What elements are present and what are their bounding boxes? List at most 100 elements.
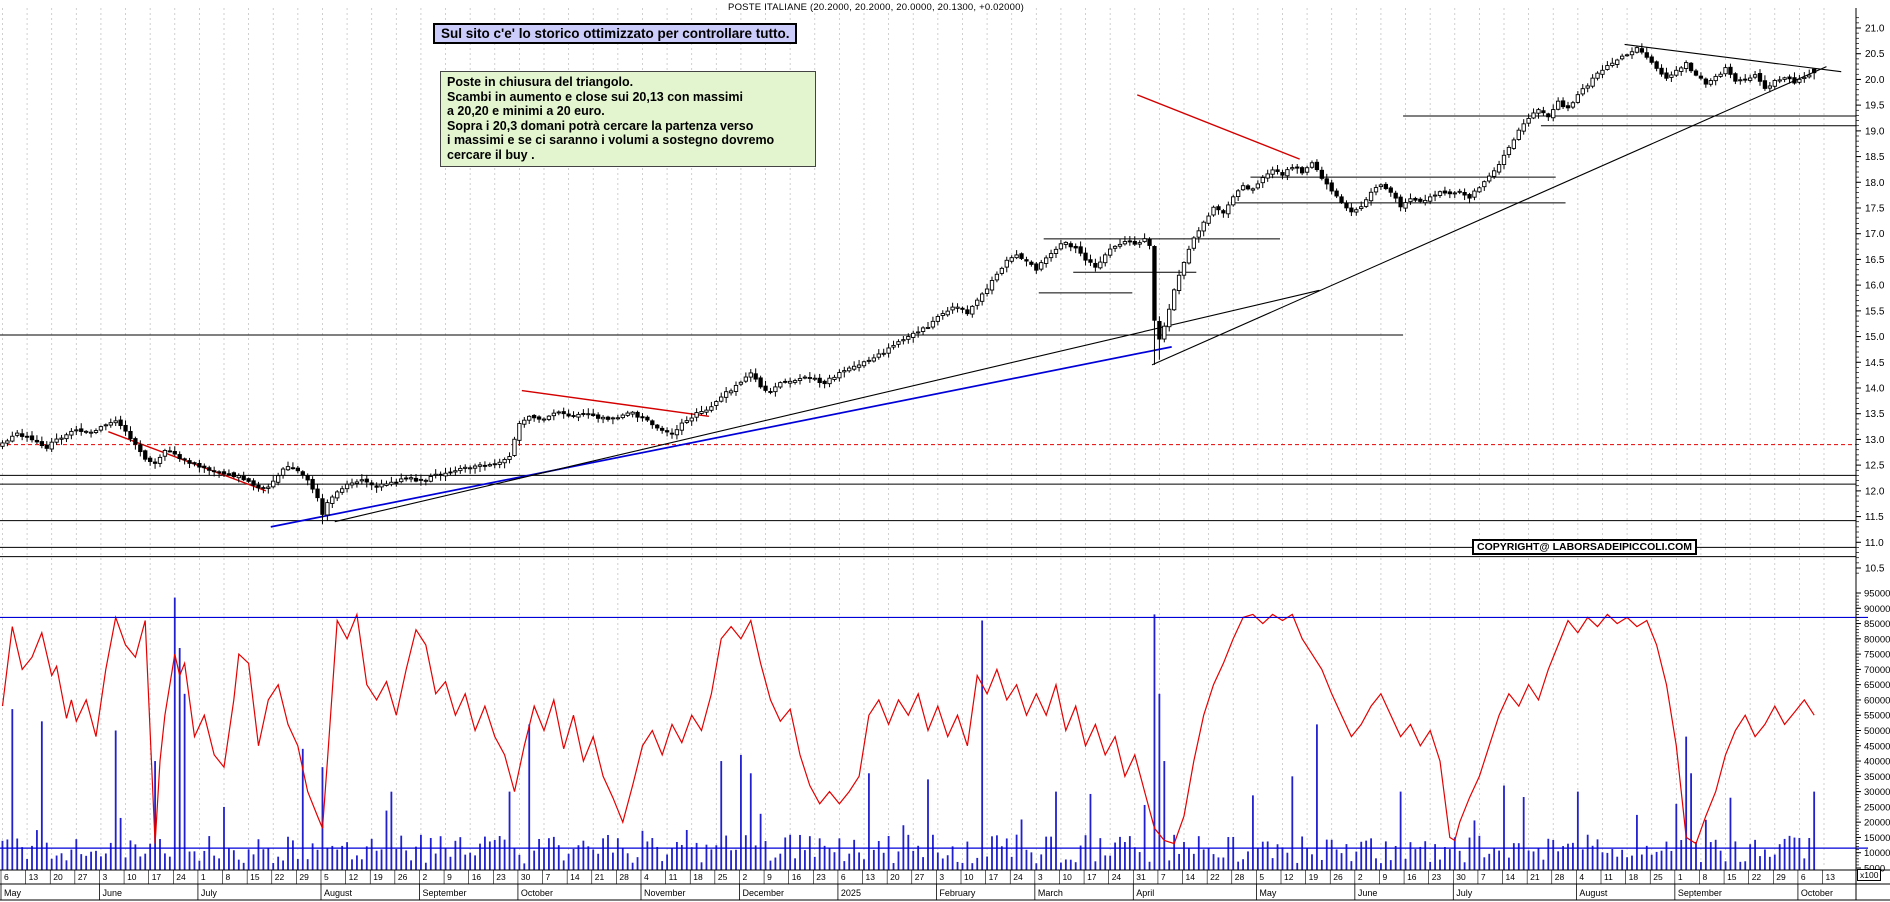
svg-text:16: 16 bbox=[1407, 872, 1417, 882]
svg-text:October: October bbox=[521, 888, 553, 898]
svg-text:July: July bbox=[201, 888, 218, 898]
right-axis: 10.5 11.0 11.5 12.0 12.5 13.0 13.5 14.0 14.5 15.0… bbox=[1855, 8, 1890, 900]
svg-text:11.5: 11.5 bbox=[1865, 512, 1884, 523]
svg-text:August: August bbox=[324, 888, 353, 898]
svg-text:25: 25 bbox=[1653, 872, 1663, 882]
price-levels bbox=[0, 115, 1856, 558]
svg-text:23: 23 bbox=[496, 872, 506, 882]
svg-text:30: 30 bbox=[1456, 872, 1466, 882]
svg-text:September: September bbox=[1678, 888, 1722, 898]
svg-text:11.0: 11.0 bbox=[1865, 538, 1884, 549]
svg-text:18.5: 18.5 bbox=[1865, 152, 1885, 163]
svg-text:14.5: 14.5 bbox=[1865, 358, 1885, 369]
svg-text:18.0: 18.0 bbox=[1865, 178, 1885, 189]
svg-text:1: 1 bbox=[1678, 872, 1683, 882]
svg-text:18: 18 bbox=[1629, 872, 1639, 882]
svg-text:22: 22 bbox=[1752, 872, 1762, 882]
copyright-badge: COPYRIGHT@ LABORSADEIPICCOLI.COM bbox=[1472, 539, 1697, 555]
svg-text:20: 20 bbox=[890, 872, 900, 882]
svg-text:50000: 50000 bbox=[1864, 726, 1890, 737]
svg-text:60000: 60000 bbox=[1864, 695, 1890, 706]
svg-text:65000: 65000 bbox=[1864, 680, 1890, 691]
svg-text:10000: 10000 bbox=[1864, 848, 1890, 859]
svg-text:15.5: 15.5 bbox=[1865, 306, 1885, 317]
svg-text:16.0: 16.0 bbox=[1865, 281, 1885, 292]
svg-text:February: February bbox=[939, 888, 976, 898]
svg-text:4: 4 bbox=[644, 872, 649, 882]
svg-text:10: 10 bbox=[1062, 872, 1072, 882]
svg-text:35000: 35000 bbox=[1864, 772, 1890, 783]
svg-text:October: October bbox=[1801, 888, 1833, 898]
svg-text:25000: 25000 bbox=[1864, 802, 1890, 813]
svg-text:15000: 15000 bbox=[1864, 833, 1890, 844]
svg-text:11: 11 bbox=[669, 872, 678, 882]
svg-text:19: 19 bbox=[1309, 872, 1319, 882]
trendlines bbox=[108, 43, 1842, 528]
svg-text:2: 2 bbox=[742, 872, 747, 882]
volume-bars bbox=[1, 597, 1816, 870]
svg-text:15.0: 15.0 bbox=[1865, 332, 1885, 343]
svg-text:August: August bbox=[1579, 888, 1608, 898]
svg-text:March: March bbox=[1038, 888, 1063, 898]
candlesticks bbox=[0, 43, 1817, 525]
indicator-line bbox=[1, 612, 1815, 845]
svg-text:29: 29 bbox=[299, 872, 309, 882]
svg-text:55000: 55000 bbox=[1864, 711, 1890, 722]
svg-text:14: 14 bbox=[570, 872, 580, 882]
svg-text:24: 24 bbox=[1112, 872, 1122, 882]
svg-text:17.5: 17.5 bbox=[1865, 204, 1885, 215]
svg-text:10: 10 bbox=[964, 872, 974, 882]
svg-text:June: June bbox=[1358, 888, 1378, 898]
volume-unit-label: x100 bbox=[1857, 869, 1882, 881]
svg-text:18: 18 bbox=[693, 872, 703, 882]
svg-text:70000: 70000 bbox=[1864, 665, 1890, 676]
svg-text:17: 17 bbox=[1087, 872, 1097, 882]
svg-text:21: 21 bbox=[1530, 872, 1540, 882]
svg-text:12: 12 bbox=[349, 872, 359, 882]
svg-text:5: 5 bbox=[1259, 872, 1264, 882]
svg-text:10.5: 10.5 bbox=[1865, 564, 1885, 575]
svg-text:19.0: 19.0 bbox=[1865, 126, 1885, 137]
blue-support-line bbox=[270, 346, 1172, 528]
svg-text:28: 28 bbox=[1235, 872, 1245, 882]
svg-text:28: 28 bbox=[1555, 872, 1565, 882]
chart-title: POSTE ITALIANE (20.2000, 20.2000, 20.000… bbox=[728, 2, 1024, 13]
svg-text:95000: 95000 bbox=[1864, 589, 1890, 600]
svg-text:17: 17 bbox=[989, 872, 999, 882]
svg-text:8: 8 bbox=[1702, 872, 1707, 882]
red-resistance-2 bbox=[521, 389, 710, 417]
svg-text:4: 4 bbox=[1579, 872, 1584, 882]
svg-text:7: 7 bbox=[1161, 872, 1166, 882]
svg-text:30000: 30000 bbox=[1864, 787, 1890, 798]
red-resistance-3 bbox=[1136, 94, 1300, 160]
svg-text:24: 24 bbox=[176, 872, 186, 882]
svg-text:13.5: 13.5 bbox=[1865, 409, 1885, 420]
time-axis: 6 13 20 27 3 10 17 24 1 8 15 22 29 5 12 19 26 2 9 16 23 30 7 14… bbox=[0, 869, 1890, 901]
svg-text:26: 26 bbox=[398, 872, 408, 882]
svg-text:27: 27 bbox=[915, 872, 925, 882]
volume-threshold-lines bbox=[0, 616, 1868, 849]
svg-text:12.5: 12.5 bbox=[1865, 461, 1885, 472]
svg-text:2: 2 bbox=[1358, 872, 1363, 882]
svg-text:7: 7 bbox=[546, 872, 551, 882]
banner-note: Sul sito c'e' lo storico ottimizzato per… bbox=[433, 23, 798, 44]
analysis-note: Poste in chiusura del triangolo. Scambi … bbox=[440, 71, 816, 167]
svg-text:29: 29 bbox=[1776, 872, 1786, 882]
svg-text:90000: 90000 bbox=[1864, 604, 1890, 615]
svg-text:9: 9 bbox=[1382, 872, 1387, 882]
svg-text:2: 2 bbox=[422, 872, 427, 882]
svg-text:75000: 75000 bbox=[1864, 650, 1890, 661]
svg-text:13: 13 bbox=[29, 872, 39, 882]
svg-text:24: 24 bbox=[1013, 872, 1023, 882]
long-ascending-trendline bbox=[334, 289, 1320, 523]
svg-text:June: June bbox=[102, 888, 122, 898]
red-resistance-1 bbox=[108, 431, 267, 492]
svg-text:20.0: 20.0 bbox=[1865, 75, 1885, 86]
svg-text:12.0: 12.0 bbox=[1865, 486, 1885, 497]
svg-text:8: 8 bbox=[226, 872, 231, 882]
svg-text:31: 31 bbox=[1136, 872, 1146, 882]
svg-text:April: April bbox=[1136, 888, 1154, 898]
svg-text:13: 13 bbox=[1826, 872, 1836, 882]
